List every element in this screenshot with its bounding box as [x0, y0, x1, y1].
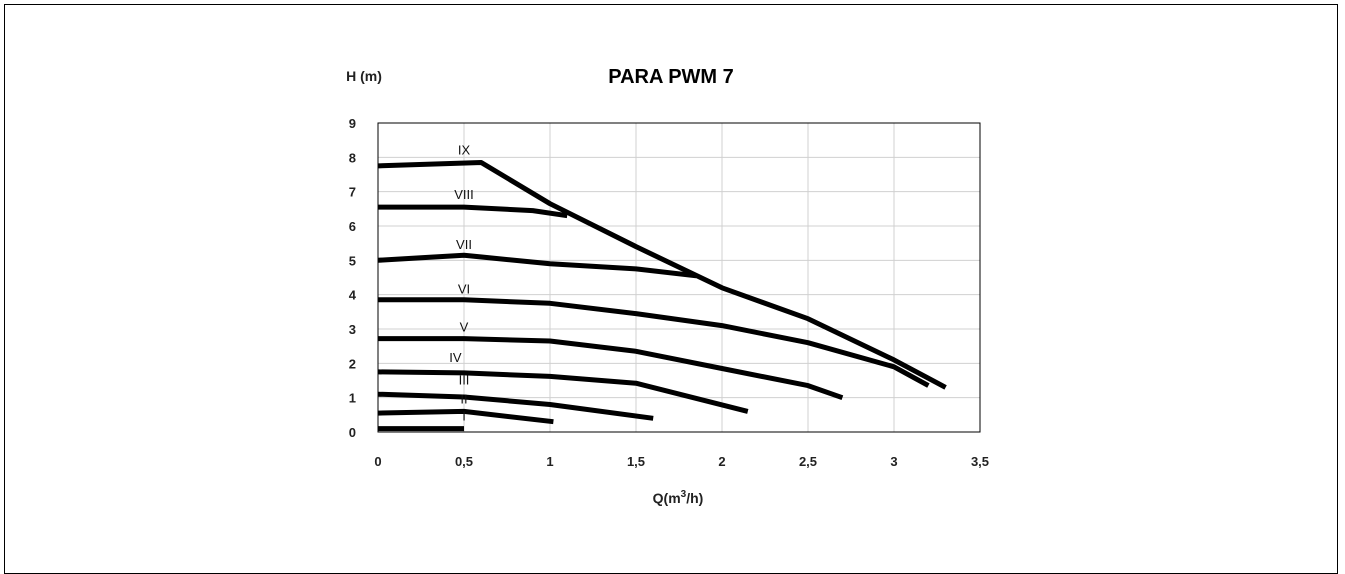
- y-tick-label-4: 4: [349, 288, 357, 303]
- x-axis-label-end: /h): [686, 490, 703, 506]
- y-tick-label-2: 2: [349, 356, 356, 371]
- x-axis-label: Q(m3/h): [653, 489, 704, 506]
- y-tick-label-3: 3: [349, 322, 356, 337]
- curve-VI: [378, 297, 930, 388]
- curve-label-VI: VI: [458, 282, 470, 297]
- x-tick-label-1: 0,5: [455, 454, 473, 469]
- y-tick-label-8: 8: [349, 150, 356, 165]
- y-tick-label-1: 1: [349, 391, 356, 406]
- curve-II: [377, 408, 554, 425]
- curve-VIII: [378, 204, 568, 219]
- y-tick-label-0: 0: [349, 425, 356, 440]
- x-tick-label-5: 2,5: [799, 454, 817, 469]
- curve-label-II: II: [460, 391, 467, 406]
- chart-title: PARA PWM 7: [608, 66, 734, 88]
- curve-IX: [377, 160, 947, 390]
- y-tick-label-7: 7: [349, 185, 356, 200]
- curve-label-I: I: [462, 409, 466, 424]
- curve-label-VIII: VIII: [454, 187, 474, 202]
- x-axis-label-main: Q(m: [653, 490, 681, 506]
- x-tick-label-0: 0: [374, 454, 381, 469]
- plot-border: [377, 122, 981, 433]
- curve-III: [377, 391, 654, 421]
- curve-label-VII: VII: [456, 237, 472, 252]
- curve-label-IV: IV: [449, 350, 462, 365]
- y-tick-label-9: 9: [349, 116, 356, 131]
- x-tick-label-7: 3,5: [971, 454, 989, 469]
- curve-VII: [377, 252, 697, 279]
- x-tick-label-6: 3: [890, 454, 897, 469]
- curve-label-V: V: [460, 319, 469, 334]
- curve-V: [378, 336, 844, 401]
- x-tick-label-2: 1: [546, 454, 553, 469]
- curve-label-III: III: [459, 373, 470, 388]
- y-tick-labels: 0 1 2 3 4 5 6 7 8 9: [349, 116, 357, 440]
- pump-curves: [377, 160, 947, 432]
- x-tick-label-3: 1,5: [627, 454, 645, 469]
- curve-label-IX: IX: [458, 142, 471, 157]
- y-tick-label-5: 5: [349, 253, 356, 268]
- y-tick-label-6: 6: [349, 219, 356, 234]
- y-axis-label: H (m): [346, 68, 382, 84]
- x-tick-label-4: 2: [718, 454, 725, 469]
- x-tick-labels: 0 0,5 1 1,5 2 2,5 3 3,5: [374, 454, 989, 469]
- x-axis-label-superscript: 3: [681, 489, 687, 500]
- curve-IV: [377, 369, 749, 414]
